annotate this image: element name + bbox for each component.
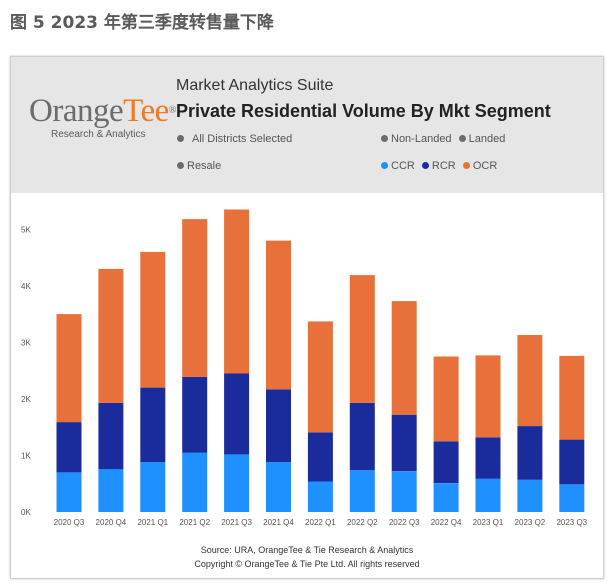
- suite-name: Market Analytics Suite: [176, 77, 334, 94]
- x-tick-label: 2022 Q1: [305, 518, 336, 527]
- stacked-bar-chart: 0K 1K 2K 3K 4K 5K 2020 Q3 2020 Q4 2021 Q1 2021 Q2…: [21, 209, 588, 527]
- filter-districts-label: All Districts Selected: [192, 133, 293, 145]
- bar-ocr: [475, 355, 501, 438]
- bar-ocr: [140, 251, 166, 388]
- bar-ccr: [224, 454, 250, 512]
- filter-sale-type[interactable]: Resale: [177, 160, 221, 172]
- bar-rcr: [140, 387, 166, 463]
- y-tick-label: 0K: [21, 508, 31, 517]
- legend-label-rcr: RCR: [431, 160, 456, 172]
- bar-ocr: [517, 335, 543, 426]
- bar-ccr: [433, 483, 459, 512]
- chart-footer: Source: URA, OrangeTee & Tie Research & …: [11, 543, 603, 571]
- filter-dot-icon: [381, 134, 388, 142]
- bar-ocr: [266, 240, 291, 390]
- legend-swatch-rcr: [421, 161, 429, 169]
- filter-non-landed[interactable]: Non-Landed: [391, 133, 452, 145]
- bar-rcr: [559, 439, 585, 485]
- bar-rcr: [56, 422, 82, 473]
- bar-ocr: [391, 301, 417, 415]
- x-tick-label: 2023 Q2: [515, 518, 546, 527]
- x-tick-label: 2021 Q4: [263, 518, 294, 527]
- bar-rcr: [349, 402, 375, 471]
- x-tick-label: 2020 Q3: [54, 518, 85, 527]
- filter-districts[interactable]: All Districts Selected: [177, 133, 292, 145]
- x-tick-label: 2022 Q3: [389, 518, 420, 527]
- bar-ocr: [56, 314, 82, 423]
- bar-ccr: [307, 481, 333, 512]
- bar-rcr: [475, 437, 501, 479]
- x-tick-label: 2022 Q2: [347, 518, 378, 527]
- filter-dot-icon: [458, 134, 466, 142]
- filter-building-type[interactable]: Non-Landed Landed: [381, 133, 509, 145]
- bar-ocr: [224, 209, 250, 374]
- bar-ocr: [307, 321, 333, 433]
- bar-ocr: [98, 268, 124, 403]
- legend-rcr[interactable]: RCR: [421, 160, 456, 172]
- bar-ccr: [98, 469, 124, 512]
- logo-orange-part: Tee: [123, 93, 169, 129]
- bar-ccr: [266, 462, 291, 512]
- filter-landed[interactable]: Landed: [468, 133, 506, 145]
- chart-title: Private Residential Volume By Mkt Segmen…: [176, 101, 551, 121]
- y-tick-label: 3K: [21, 338, 31, 347]
- bar-rcr: [98, 402, 124, 470]
- copyright-note: Copyright © OrangeTee & Tie Pte Ltd. All…: [194, 559, 420, 569]
- x-tick-label: 2022 Q4: [431, 518, 462, 527]
- bar-ocr: [182, 219, 208, 377]
- x-tick-label: 2021 Q1: [137, 518, 168, 527]
- bar-rcr: [517, 426, 543, 480]
- logo-grey-part: Orange: [29, 93, 124, 129]
- bar-ocr: [433, 356, 459, 442]
- filter-dot-icon: [177, 161, 184, 169]
- source-note: Source: URA, OrangeTee & Tie Research & …: [200, 545, 414, 555]
- legend-ocr[interactable]: OCR: [462, 160, 498, 172]
- y-tick-label: 1K: [21, 451, 31, 460]
- bar-ccr: [475, 478, 501, 512]
- bar-ccr: [559, 484, 585, 512]
- bar-ccr: [517, 479, 543, 512]
- bar-rcr: [433, 441, 459, 484]
- bar-ccr: [140, 462, 166, 512]
- logo-wordmark: OrangeTee®: [29, 93, 179, 129]
- y-tick-label: 2K: [21, 395, 31, 404]
- legend-label-ocr: OCR: [472, 160, 498, 172]
- chart-legend: CCR RCR OCR: [381, 160, 501, 172]
- x-tick-label: 2023 Q3: [556, 518, 587, 527]
- x-tick-label: 2020 Q4: [96, 518, 127, 527]
- legend-swatch-ccr: [381, 161, 388, 169]
- y-tick-label: 5K: [21, 225, 31, 234]
- bar-ocr: [349, 275, 375, 403]
- logo-subtitle: Research & Analytics: [51, 129, 146, 140]
- bar-ccr: [182, 452, 208, 512]
- bar-rcr: [266, 389, 291, 463]
- bar-rcr: [182, 376, 208, 453]
- legend-ccr[interactable]: CCR: [381, 160, 415, 172]
- figure-caption: 图 5 2023 年第三季度转售量下降: [10, 13, 274, 33]
- bar-rcr: [307, 432, 333, 482]
- bar-ccr: [391, 471, 417, 512]
- bar-rcr: [224, 373, 250, 455]
- bar-ocr: [559, 355, 585, 440]
- x-tick-label: 2023 Q1: [473, 518, 504, 527]
- filter-resale: Resale: [187, 160, 222, 172]
- bar-rcr: [391, 414, 417, 472]
- y-tick-label: 4K: [21, 282, 31, 291]
- filter-dot-icon: [177, 134, 184, 142]
- x-tick-label: 2021 Q2: [179, 518, 210, 527]
- bar-ccr: [349, 470, 375, 512]
- report-panel: OrangeTee® Research & Analytics Market A…: [10, 56, 604, 579]
- legend-label-ccr: CCR: [391, 160, 415, 172]
- bar-ccr: [56, 472, 82, 512]
- logo-registered-mark: ®: [168, 105, 177, 116]
- orangetee-logo: OrangeTee® Research & Analytics: [29, 93, 179, 140]
- report-header: OrangeTee® Research & Analytics Market A…: [11, 57, 603, 193]
- x-tick-label: 2021 Q3: [221, 518, 252, 527]
- legend-swatch-ocr: [462, 161, 470, 169]
